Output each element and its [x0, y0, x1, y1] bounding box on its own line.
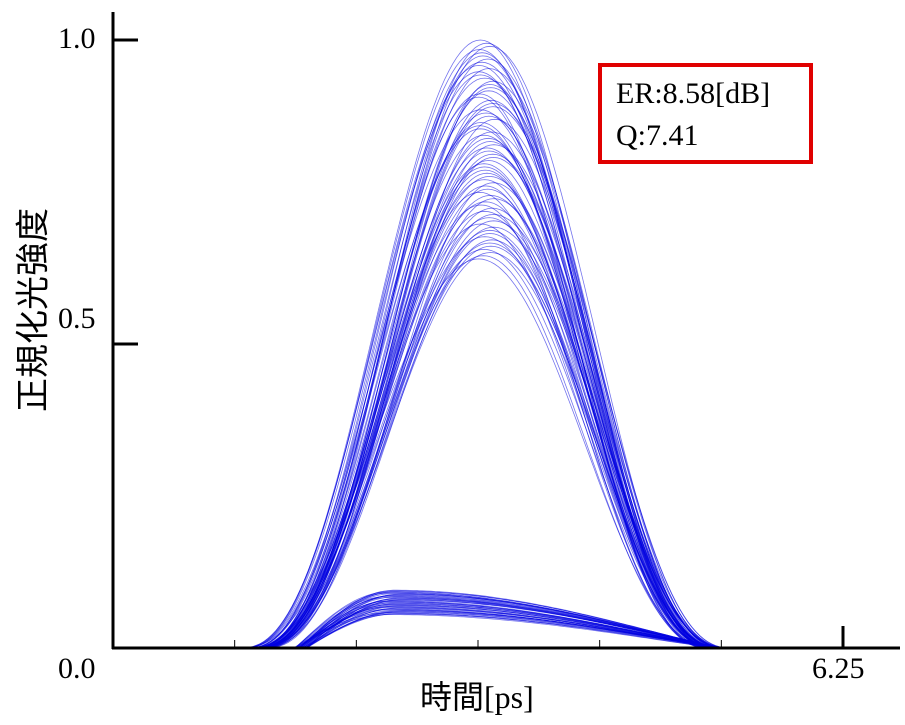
level-1-trace	[262, 145, 727, 648]
level-1-trace	[247, 126, 712, 648]
y-axis-title: 正規化光強度	[6, 208, 55, 412]
y-axis-title-wrap: 正規化光強度	[0, 140, 60, 480]
y-tick-label: 0.5	[58, 302, 96, 336]
y-tick-label: 1.0	[58, 22, 96, 56]
metrics-annotation-box: ER:8.58[dB] Q:7.41	[598, 63, 813, 164]
level-1-trace	[240, 259, 717, 648]
y-tick-label: 0.0	[58, 652, 96, 686]
x-tick-label: 6.25	[812, 652, 865, 686]
level-1-trace	[252, 167, 718, 648]
x-axis-title: 時間[ps]	[420, 672, 534, 718]
q-factor-label: Q:7.41	[616, 119, 699, 153]
level-1-trace	[259, 84, 720, 648]
extinction-ratio-label: ER:8.58[dB]	[616, 77, 770, 111]
